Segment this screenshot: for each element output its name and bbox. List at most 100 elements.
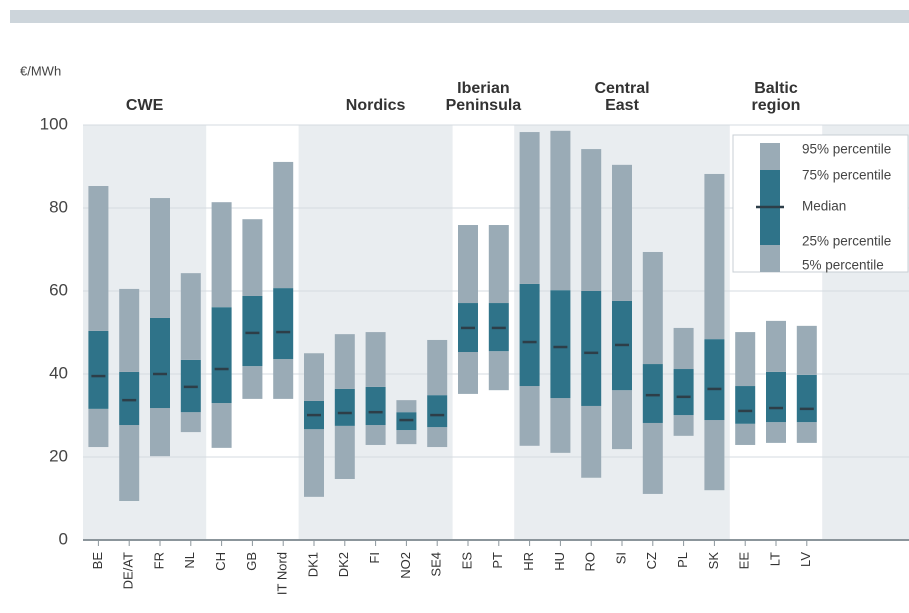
upper-whisker-box <box>396 400 417 413</box>
legend-label: Median <box>802 199 846 214</box>
y-tick-label: 0 <box>59 529 68 548</box>
lower-whisker-box <box>735 423 756 445</box>
upper-whisker-box <box>242 219 263 296</box>
header-bar <box>10 10 909 23</box>
x-tick-label: PL <box>675 552 690 568</box>
x-tick-label: DE/AT <box>121 552 136 589</box>
x-tick-label: RO <box>583 552 598 572</box>
y-tick-label: 100 <box>40 114 68 133</box>
x-tick-label: BE <box>90 552 105 570</box>
lower-whisker-box <box>796 422 817 443</box>
x-tick-label: DK2 <box>336 552 351 577</box>
upper-whisker-box <box>365 332 386 387</box>
upper-whisker-box <box>796 325 817 375</box>
lower-whisker-box <box>396 430 417 445</box>
upper-whisker-box <box>427 339 448 396</box>
lower-whisker-box <box>550 398 571 453</box>
legend-label: 5% percentile <box>802 258 884 273</box>
inter-quartile-box <box>273 288 294 360</box>
lower-whisker-box <box>612 390 632 450</box>
lower-whisker-box <box>211 403 232 448</box>
upper-whisker-box <box>458 225 478 304</box>
inter-quartile-box <box>704 339 725 421</box>
inter-quartile-box <box>88 330 109 409</box>
lower-whisker-box <box>704 420 725 491</box>
legend-label: 25% percentile <box>802 234 891 249</box>
upper-whisker-box <box>488 225 509 304</box>
inter-quartile-box <box>150 317 170 409</box>
lower-whisker-box <box>242 366 263 399</box>
x-tick-label: HR <box>521 552 536 571</box>
inter-quartile-box <box>242 295 263 367</box>
group-label: Central <box>594 80 649 97</box>
group-label: CWE <box>126 97 164 114</box>
lower-whisker-box <box>642 422 663 494</box>
lower-whisker-box <box>427 427 448 448</box>
upper-whisker-box <box>550 130 571 291</box>
x-tick-label: NL <box>182 552 197 569</box>
upper-whisker-box <box>766 320 786 372</box>
x-tick-label: GB <box>244 552 259 571</box>
x-tick-label: FI <box>367 552 382 564</box>
x-tick-label: SK <box>706 552 721 570</box>
x-tick-label: HU <box>552 552 567 571</box>
upper-whisker-box <box>119 288 140 372</box>
x-tick-label: SE4 <box>429 552 444 577</box>
upper-whisker-box <box>334 334 355 389</box>
upper-whisker-box <box>150 198 170 318</box>
legend: 95% percentile 75% percentile Median 25% pe… <box>732 134 909 273</box>
y-unit: €/MWh <box>20 63 61 78</box>
x-tick-label: PT <box>490 552 505 569</box>
inter-quartile-box <box>334 388 355 426</box>
lower-whisker-box <box>519 386 540 446</box>
group-label: Nordics <box>346 97 406 114</box>
x-tick-label: FR <box>151 552 166 569</box>
inter-quartile-box <box>211 307 232 404</box>
inter-quartile-box <box>581 291 602 406</box>
inter-quartile-box <box>642 364 663 423</box>
upper-whisker-box <box>704 173 725 340</box>
upper-whisker-box <box>273 161 294 289</box>
lower-whisker-box <box>180 412 201 433</box>
legend-swatch <box>760 143 780 170</box>
lower-whisker-box <box>766 422 786 443</box>
upper-whisker-box <box>211 202 232 308</box>
legend-swatch <box>760 245 780 272</box>
lower-whisker-box <box>304 429 324 497</box>
inter-quartile-box <box>119 371 140 426</box>
legend-label: 75% percentile <box>802 168 891 183</box>
x-tick-label: CZ <box>644 552 659 569</box>
x-tick-label: IT Nord <box>275 552 290 595</box>
upper-whisker-box <box>642 251 663 365</box>
y-tick-label: 40 <box>49 363 68 382</box>
upper-whisker-box <box>581 149 602 291</box>
lower-whisker-box <box>581 405 602 478</box>
inter-quartile-box <box>550 290 571 399</box>
lower-whisker-box <box>458 352 478 394</box>
x-tick-label: DK1 <box>305 552 320 577</box>
inter-quartile-box <box>427 395 448 428</box>
group-label: Baltic <box>754 80 798 97</box>
inter-quartile-box <box>673 369 694 416</box>
lower-whisker-box <box>88 408 109 448</box>
upper-whisker-box <box>304 353 324 401</box>
lower-whisker-box <box>150 408 170 457</box>
x-tick-label: LT <box>767 552 782 566</box>
inter-quartile-box <box>735 386 756 424</box>
x-tick-label: CH <box>213 552 228 571</box>
upper-whisker-box <box>180 273 201 360</box>
upper-whisker-box <box>88 186 109 331</box>
group-label: Peninsula <box>446 97 522 114</box>
y-tick-label: 60 <box>49 280 68 299</box>
group-label: region <box>752 97 801 114</box>
upper-whisker-box <box>673 327 694 370</box>
inter-quartile-box <box>365 386 386 426</box>
lower-whisker-box <box>119 425 140 501</box>
y-tick-label: 20 <box>49 446 68 465</box>
lower-whisker-box <box>365 425 386 445</box>
legend-label: 95% percentile <box>802 142 891 157</box>
x-tick-label: SI <box>613 552 628 564</box>
x-tick-label: ES <box>459 552 474 570</box>
lower-whisker-box <box>673 415 694 436</box>
group-label: Iberian <box>457 80 509 97</box>
